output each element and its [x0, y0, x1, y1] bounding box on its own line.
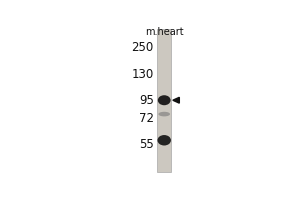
Bar — [157, 29, 171, 172]
Text: 95: 95 — [139, 94, 154, 107]
Text: 130: 130 — [131, 68, 154, 81]
Text: m.heart: m.heart — [145, 27, 184, 37]
Text: 250: 250 — [131, 41, 154, 54]
Text: 55: 55 — [139, 138, 154, 151]
Ellipse shape — [158, 135, 171, 146]
Ellipse shape — [158, 95, 171, 105]
Polygon shape — [173, 97, 179, 103]
Text: 72: 72 — [139, 112, 154, 125]
Ellipse shape — [158, 112, 170, 116]
